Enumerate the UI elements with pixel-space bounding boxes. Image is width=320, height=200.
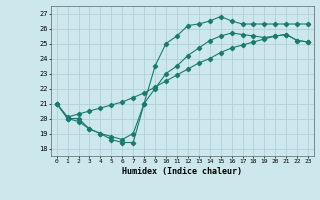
- X-axis label: Humidex (Indice chaleur): Humidex (Indice chaleur): [123, 167, 243, 176]
